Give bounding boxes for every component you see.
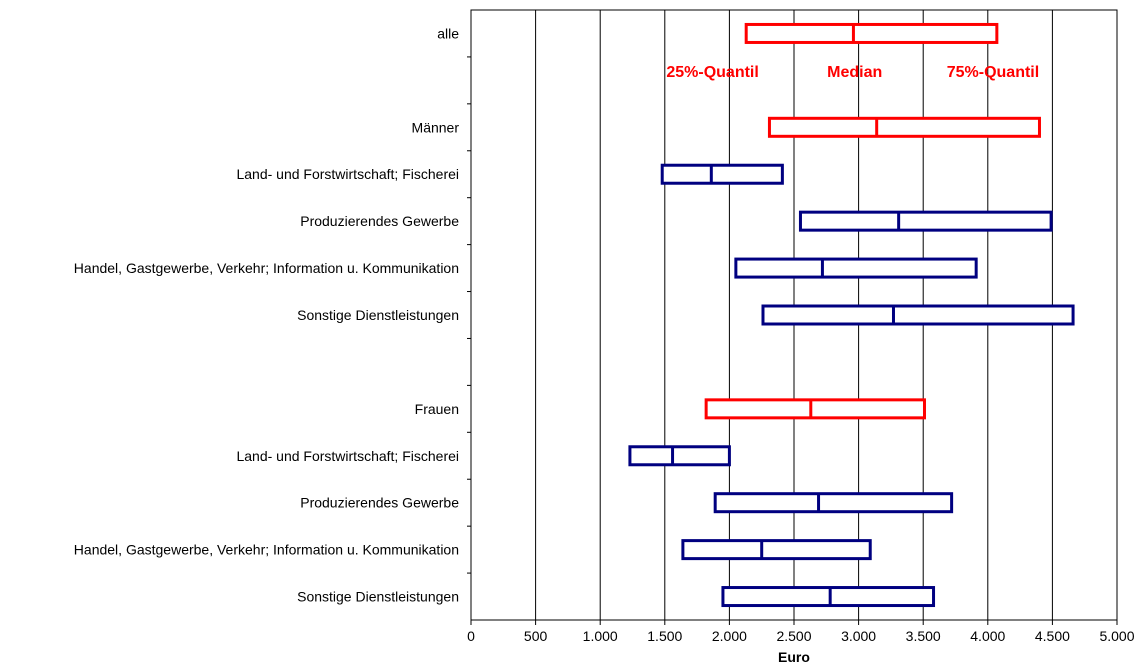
- quantile-box: [798, 210, 1053, 232]
- quantile-box: [744, 22, 999, 44]
- quantile-box: [681, 539, 872, 561]
- annotation-label: 75%-Quantil: [947, 64, 1039, 81]
- x-tick-label: 3.500: [906, 628, 941, 644]
- x-tick-label: 1.000: [583, 628, 618, 644]
- annotation-label: 25%-Quantil: [666, 64, 758, 81]
- x-tick-label: 500: [524, 628, 548, 644]
- category-label: Sonstige Dienstleistungen: [297, 589, 459, 605]
- x-tick-label: 4.500: [1035, 628, 1070, 644]
- category-label: alle: [437, 25, 459, 41]
- category-label: Männer: [412, 119, 460, 135]
- labels: 0 500 1.000 1.500 2.000 2.500 3.000 3.500 4.000 4…: [74, 25, 1135, 644]
- category-label: Land- und Forstwirtschaft; Fischerei: [236, 166, 459, 182]
- category-label: Handel, Gastgewerbe, Verkehr; Informatio…: [74, 542, 459, 558]
- x-tick-label: 1.500: [647, 628, 682, 644]
- quantile-box: [713, 492, 954, 514]
- x-tick-label: 3.000: [841, 628, 876, 644]
- boxes: [628, 22, 1075, 608]
- x-tick-label: 4.000: [970, 628, 1005, 644]
- category-label: Produzierendes Gewerbe: [300, 495, 459, 511]
- x-tick-label: 2.000: [712, 628, 747, 644]
- quantile-box: [761, 304, 1075, 326]
- category-label: Frauen: [415, 401, 459, 417]
- x-tick-label: 0: [467, 628, 475, 644]
- x-tick-label: 2.500: [776, 628, 811, 644]
- category-label: Handel, Gastgewerbe, Verkehr; Informatio…: [74, 260, 459, 276]
- x-axis-title: Euro: [778, 649, 810, 665]
- category-label: Land- und Forstwirtschaft; Fischerei: [236, 448, 459, 464]
- category-label: Produzierendes Gewerbe: [300, 213, 459, 229]
- quantile-box: [767, 116, 1041, 138]
- quantile-box: [734, 257, 978, 279]
- annotation-label: Median: [827, 64, 882, 81]
- x-tick-label: 5.000: [1099, 628, 1134, 644]
- quantile-box: [628, 445, 731, 467]
- quantile-box: [660, 163, 784, 185]
- quantile-box: [704, 398, 926, 420]
- axes: [467, 9, 1118, 625]
- category-label: Sonstige Dienstleistungen: [297, 307, 459, 323]
- quantile-box: [721, 586, 936, 608]
